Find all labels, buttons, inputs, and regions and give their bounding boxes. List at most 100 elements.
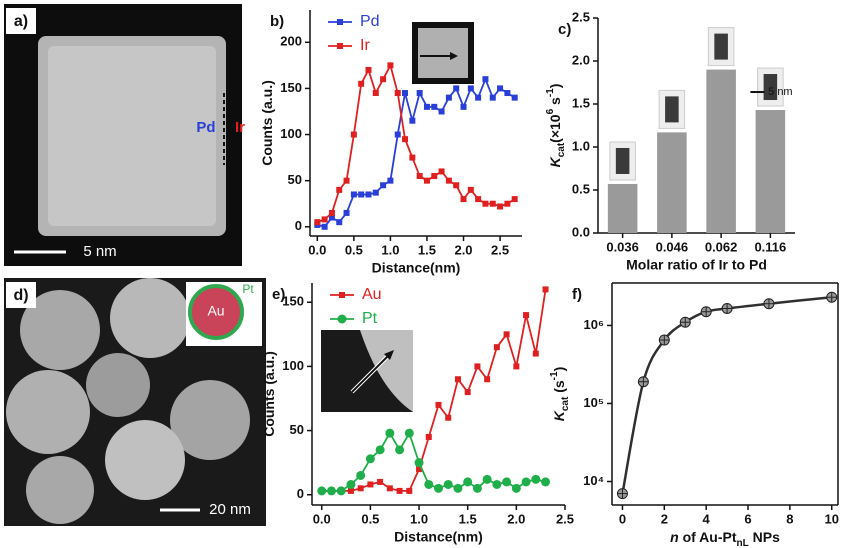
- bar: [756, 110, 786, 233]
- x-tick-label: 2.0: [454, 242, 472, 257]
- y-tick-label: 200: [280, 34, 302, 49]
- marker: [533, 351, 539, 357]
- axis-label: Kcat(×106 s-1): [545, 84, 567, 168]
- marker: [426, 434, 432, 440]
- marker: [314, 219, 320, 225]
- marker: [339, 292, 345, 298]
- marker: [397, 488, 403, 494]
- marker: [455, 376, 461, 382]
- marker: [365, 191, 371, 197]
- marker: [322, 216, 328, 222]
- marker: [445, 415, 451, 421]
- marker: [493, 480, 501, 488]
- marker: [387, 62, 393, 68]
- y-tick-label: 10⁴: [583, 473, 604, 488]
- label-part: nL: [737, 538, 749, 548]
- axis-label: Counts (a.u.): [259, 80, 275, 166]
- marker: [497, 203, 503, 209]
- marker: [402, 90, 408, 96]
- marker: [424, 178, 430, 184]
- y-tick-label: 50: [290, 422, 304, 437]
- panel-label: f): [572, 286, 582, 303]
- y-tick-label: 0.5: [572, 181, 590, 196]
- figure: a) Pd Ir 5 nm d) Au Pt 20 nm b)050100150…: [0, 0, 844, 548]
- y-tick-label: 1.0: [572, 138, 590, 153]
- marker: [522, 478, 530, 486]
- series-line: [622, 297, 831, 493]
- x-tick-label: 0.036: [606, 239, 639, 254]
- marker: [396, 446, 404, 454]
- series-line: [317, 65, 514, 222]
- marker: [351, 191, 357, 197]
- marker: [453, 182, 459, 188]
- x-tick-label: 1.5: [459, 511, 477, 526]
- particle: [110, 278, 190, 358]
- axis-label: n of Au-PtnL NPs: [670, 529, 780, 548]
- bar-inset-image: [665, 96, 679, 122]
- panel-label: d): [13, 287, 28, 304]
- bar-inset-image: [714, 34, 728, 60]
- x-tick-label: 1.5: [418, 242, 436, 257]
- particle: [105, 420, 185, 500]
- x-tick-label: 0.116: [754, 239, 786, 254]
- label-part: n: [670, 529, 679, 545]
- y-tick-label: 100: [280, 126, 302, 141]
- panel-label: a): [14, 13, 28, 30]
- x-tick-label: 1.0: [410, 511, 428, 526]
- marker: [482, 76, 488, 82]
- scale-label: 5 nm: [83, 243, 116, 260]
- legend-label: Pd: [360, 13, 380, 30]
- marker: [327, 487, 335, 495]
- scale-label: 20 nm: [209, 501, 251, 518]
- marker: [358, 485, 364, 491]
- marker: [337, 487, 345, 495]
- x-tick-label: 2.0: [507, 511, 525, 526]
- label-part: cat: [556, 142, 567, 157]
- marker: [461, 104, 467, 110]
- series-line: [322, 433, 546, 491]
- marker: [512, 484, 520, 492]
- marker: [387, 178, 393, 184]
- marker: [337, 43, 343, 49]
- y-tick-label: 10⁶: [584, 317, 604, 332]
- scale-label: 5 nm: [768, 86, 792, 98]
- marker: [468, 187, 474, 193]
- x-tick-label: 0.062: [705, 239, 738, 254]
- x-tick-label: 0.5: [345, 242, 363, 257]
- marker: [490, 201, 496, 207]
- marker: [386, 429, 394, 437]
- label-part: Counts (a.u.): [261, 351, 277, 437]
- marker: [461, 196, 467, 202]
- marker: [512, 95, 518, 101]
- label-part: of Au-Pt: [679, 529, 737, 545]
- bar: [706, 70, 736, 233]
- marker: [347, 480, 355, 488]
- element-label: Pd: [196, 119, 215, 136]
- y-tick-label: 0.0: [572, 224, 590, 239]
- axis-label: Distance(nm): [394, 529, 483, 545]
- marker: [464, 478, 472, 486]
- marker: [344, 178, 350, 184]
- marker: [543, 286, 549, 292]
- marker: [532, 475, 540, 483]
- marker: [523, 312, 529, 318]
- x-tick-label: 0: [619, 511, 626, 526]
- bar: [657, 132, 687, 233]
- panel-label: c): [558, 21, 571, 38]
- particle: [26, 456, 94, 524]
- label-part: ): [551, 367, 567, 372]
- label-part: s: [547, 97, 563, 109]
- marker: [465, 389, 471, 395]
- marker: [380, 182, 386, 188]
- marker: [439, 168, 445, 174]
- label-part: (s: [551, 380, 567, 397]
- x-tick-label: 10: [824, 511, 838, 526]
- marker: [513, 363, 519, 369]
- marker: [497, 85, 503, 91]
- marker: [406, 488, 412, 494]
- marker: [376, 446, 384, 454]
- cube-inner: [48, 46, 216, 226]
- y-tick-label: 10⁵: [583, 395, 604, 410]
- label-part: cat: [560, 396, 571, 411]
- marker: [367, 481, 373, 487]
